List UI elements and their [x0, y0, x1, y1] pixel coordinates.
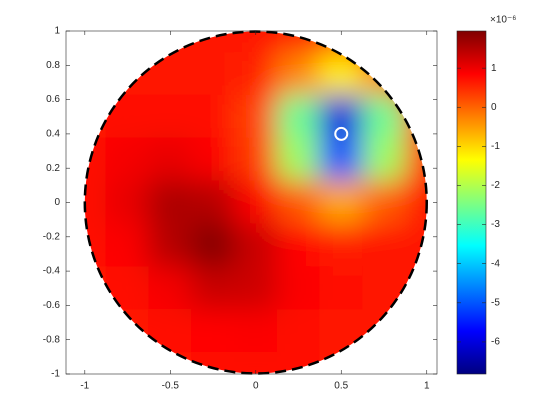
y-tick-label: -0.4 — [43, 266, 61, 277]
field-cell — [276, 180, 321, 225]
y-tick-label: -0.8 — [43, 334, 61, 345]
field-cell — [148, 309, 193, 354]
x-tick-label: 0 — [253, 381, 259, 392]
field-cell — [191, 223, 235, 268]
y-tick-label: -0.6 — [43, 300, 61, 311]
field-cell — [84, 180, 107, 225]
field-cell — [233, 223, 278, 268]
field — [84, 31, 427, 374]
field-cell — [362, 223, 406, 268]
field-cell — [362, 180, 406, 225]
field-cell — [276, 51, 321, 96]
field-cell — [84, 137, 107, 182]
field-cell — [404, 223, 427, 268]
field-cell — [148, 266, 193, 311]
colorbar-multiplier: ×10⁻⁶ — [490, 15, 516, 26]
y-tick-label: 1 — [54, 26, 60, 37]
field-cell — [319, 266, 364, 311]
y-tick-label: -1 — [51, 369, 60, 380]
field-cell — [105, 94, 150, 139]
field-cell — [191, 137, 235, 182]
field-cell — [191, 266, 235, 311]
field-cell — [233, 352, 278, 374]
colorbar-tick-label: 1 — [491, 63, 497, 74]
y-tick-label: 0.8 — [46, 60, 60, 71]
x-tick-label: 1 — [424, 381, 430, 392]
field-cell — [276, 309, 321, 354]
x-tick-label: -1 — [80, 381, 89, 392]
field-cell — [191, 51, 235, 96]
field-cell — [233, 31, 278, 53]
field-cell — [319, 223, 364, 268]
field-cell — [105, 223, 150, 268]
colorbar-tick-label: -3 — [491, 219, 500, 230]
marker — [334, 126, 349, 141]
colorbar-tick-label: 0 — [491, 102, 497, 113]
field-cell — [233, 137, 278, 182]
field-cell — [148, 137, 193, 182]
field-cell — [233, 51, 278, 96]
field-cell — [362, 137, 406, 182]
field-cell — [191, 180, 235, 225]
field-cell — [191, 309, 235, 354]
colorbar-tick-label: -6 — [491, 337, 500, 348]
field-cell — [233, 180, 278, 225]
colorbar-tick-label: -2 — [491, 180, 500, 191]
field-cell — [404, 180, 427, 225]
field-cell — [233, 266, 278, 311]
colorbar — [456, 30, 487, 375]
field-cell — [191, 94, 235, 139]
field-cell — [276, 137, 321, 182]
field-cell — [105, 266, 150, 311]
x-tick-label: 0.5 — [334, 381, 348, 392]
field-cell — [319, 137, 364, 182]
y-tick-label: 0.2 — [46, 163, 60, 174]
field-cell — [105, 180, 150, 225]
field-cell — [319, 51, 364, 96]
x-tick-label: -0.5 — [162, 381, 180, 392]
field-cell — [148, 180, 193, 225]
y-tick-label: 0 — [54, 197, 60, 208]
field-cell — [276, 94, 321, 139]
field-cell — [233, 309, 278, 354]
field-cell — [362, 94, 406, 139]
colorbar-tick-label: -4 — [491, 258, 500, 269]
field-cell — [319, 309, 364, 354]
field-cell — [276, 266, 321, 311]
y-tick-label: 0.6 — [46, 94, 60, 105]
field-cell — [319, 180, 364, 225]
field-cell — [148, 94, 193, 139]
colorbar-tick-label: -5 — [491, 297, 500, 308]
y-tick-label: 0.4 — [46, 129, 60, 140]
field-cell — [148, 51, 193, 96]
field-cell — [404, 94, 427, 139]
field-cell — [362, 266, 406, 311]
field-cell — [276, 223, 321, 268]
field-cell — [319, 94, 364, 139]
field-cell — [84, 223, 107, 268]
field-cell — [148, 223, 193, 268]
field-cell — [105, 137, 150, 182]
y-tick-label: -0.2 — [43, 231, 61, 242]
colorbar-tick-label: -1 — [491, 141, 500, 152]
field-cell — [404, 137, 427, 182]
field-cell — [84, 94, 107, 139]
field-cell — [233, 94, 278, 139]
